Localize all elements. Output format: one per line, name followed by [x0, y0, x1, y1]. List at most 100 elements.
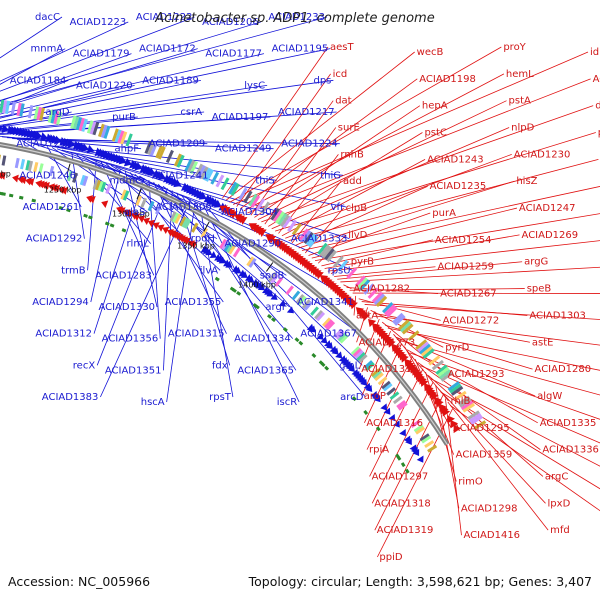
label-connector: [311, 207, 518, 259]
forward-gene-label: ACIAD1333: [291, 234, 348, 245]
rna-marker: [18, 195, 24, 200]
cog-category-block: [147, 141, 155, 156]
forward-gene-label: ACIAD1294: [32, 297, 89, 308]
cog-category-block: [72, 116, 80, 130]
reverse-gene-label: idh: [590, 47, 600, 58]
genome-backbone: [0, 142, 450, 446]
rna-marker: [8, 193, 14, 198]
cog-category-block: [407, 330, 420, 342]
forward-gene-label: ACIAD1367: [300, 329, 357, 340]
label-connector: [449, 405, 600, 512]
cog-category-block: [386, 306, 398, 318]
cog-category-block: [337, 259, 349, 272]
cog-category-block: [155, 204, 162, 215]
rna-marker: [121, 228, 127, 233]
label-connector: [153, 181, 227, 334]
cog-category-block: [270, 273, 279, 284]
cog-category-block: [66, 170, 73, 182]
reverse-gene-arrow: [142, 217, 151, 225]
forward-gene-arrow: [86, 144, 95, 154]
reverse-gene-label: ACIAD1319: [377, 525, 434, 536]
reverse-gene-arrow: [349, 301, 358, 310]
reverse-gene-arrow: [400, 354, 409, 363]
cog-category-block: [144, 140, 153, 154]
forward-gene-arrow: [278, 299, 286, 307]
cog-category-block: [424, 440, 435, 449]
cog-category-block: [304, 301, 313, 311]
cog-category-block: [176, 154, 185, 168]
cog-category-block: [246, 256, 255, 267]
cog-category-block: [314, 310, 324, 320]
forward-gene-label: ilvA: [200, 265, 218, 276]
reverse-gene-arrow: [0, 172, 6, 180]
rna-marker: [298, 340, 304, 346]
label-connector: [281, 159, 426, 237]
cog-category-block: [33, 161, 39, 173]
label-connector: [430, 378, 600, 467]
reverse-gene-label: ACIAD1295: [453, 423, 510, 434]
label-connector: [314, 213, 600, 262]
reverse-gene-arrow: [361, 313, 371, 322]
forward-gene-label: ahpF: [114, 144, 139, 155]
cog-category-block: [82, 175, 89, 187]
forward-gene-arrow: [335, 351, 343, 359]
cog-category-block: [316, 311, 326, 322]
reverse-gene-arrow: [27, 178, 35, 186]
cog-category-block: [78, 117, 86, 132]
cog-category-block: [401, 323, 414, 335]
reverse-gene-label: icd: [333, 69, 348, 80]
cog-category-block: [374, 372, 384, 382]
cog-category-block: [268, 272, 277, 282]
cog-category-block: [10, 101, 16, 116]
reverse-gene-label: ACIAD1259: [437, 262, 494, 273]
cog-category-block: [19, 103, 25, 117]
reverse-gene-arrow: [229, 211, 238, 219]
reverse-gene-arrow: [190, 241, 198, 249]
forward-gene-label: rpsT: [209, 392, 232, 403]
rna-marker: [31, 198, 37, 203]
cog-category-block: [1, 155, 7, 166]
cog-category-block: [220, 177, 230, 191]
cog-category-block: [194, 163, 204, 177]
cog-category-block: [200, 166, 209, 180]
forward-gene-label: trmB: [61, 265, 86, 276]
label-connector: [199, 204, 234, 398]
cog-category-block: [285, 285, 294, 296]
reverse-gene-arrow: [239, 217, 248, 225]
cog-category-block: [291, 223, 302, 236]
cog-category-block: [169, 211, 177, 222]
cog-category-block: [297, 295, 307, 306]
cog-category-block: [20, 158, 26, 170]
cog-category-block: [117, 130, 125, 144]
label-connector: [374, 395, 444, 531]
rna-marker: [320, 362, 326, 368]
forward-gene-label: ACIAD1209: [149, 139, 206, 150]
forward-gene-arrow: [53, 135, 62, 145]
cog-category-block: [135, 195, 142, 206]
reverse-gene-arrow: [12, 174, 19, 183]
cog-category-block: [317, 242, 328, 255]
cog-category-block: [422, 348, 435, 359]
cog-category-block: [339, 334, 349, 344]
forward-gene-label: ACIAD1334: [234, 334, 291, 345]
reverse-gene-label: clpB: [346, 203, 368, 214]
label-connector: [0, 48, 331, 118]
cog-category-block: [0, 99, 5, 113]
label-connector: [301, 186, 600, 251]
cog-category-block: [179, 216, 187, 227]
cog-category-block: [359, 279, 371, 291]
cog-category-block: [371, 291, 384, 303]
forward-gene-arrow: [257, 283, 266, 291]
reverse-gene-label: mfd: [550, 525, 570, 536]
label-connector: [115, 166, 353, 271]
forward-gene-label: ACIAD1356: [102, 334, 159, 345]
gene-labels: dacC ACIAD1223 ACIAD1222 ACIAD1206 ACIAD1233…: [10, 12, 600, 563]
cog-category-block: [120, 131, 128, 145]
reverse-gene-arrow: [387, 339, 396, 348]
cog-category-block: [363, 360, 374, 369]
cog-category-block: [48, 165, 55, 177]
cog-category-block: [460, 400, 474, 411]
cog-category-block: [92, 179, 99, 190]
rna-marker: [88, 215, 93, 220]
cog-category-block: [419, 343, 431, 355]
